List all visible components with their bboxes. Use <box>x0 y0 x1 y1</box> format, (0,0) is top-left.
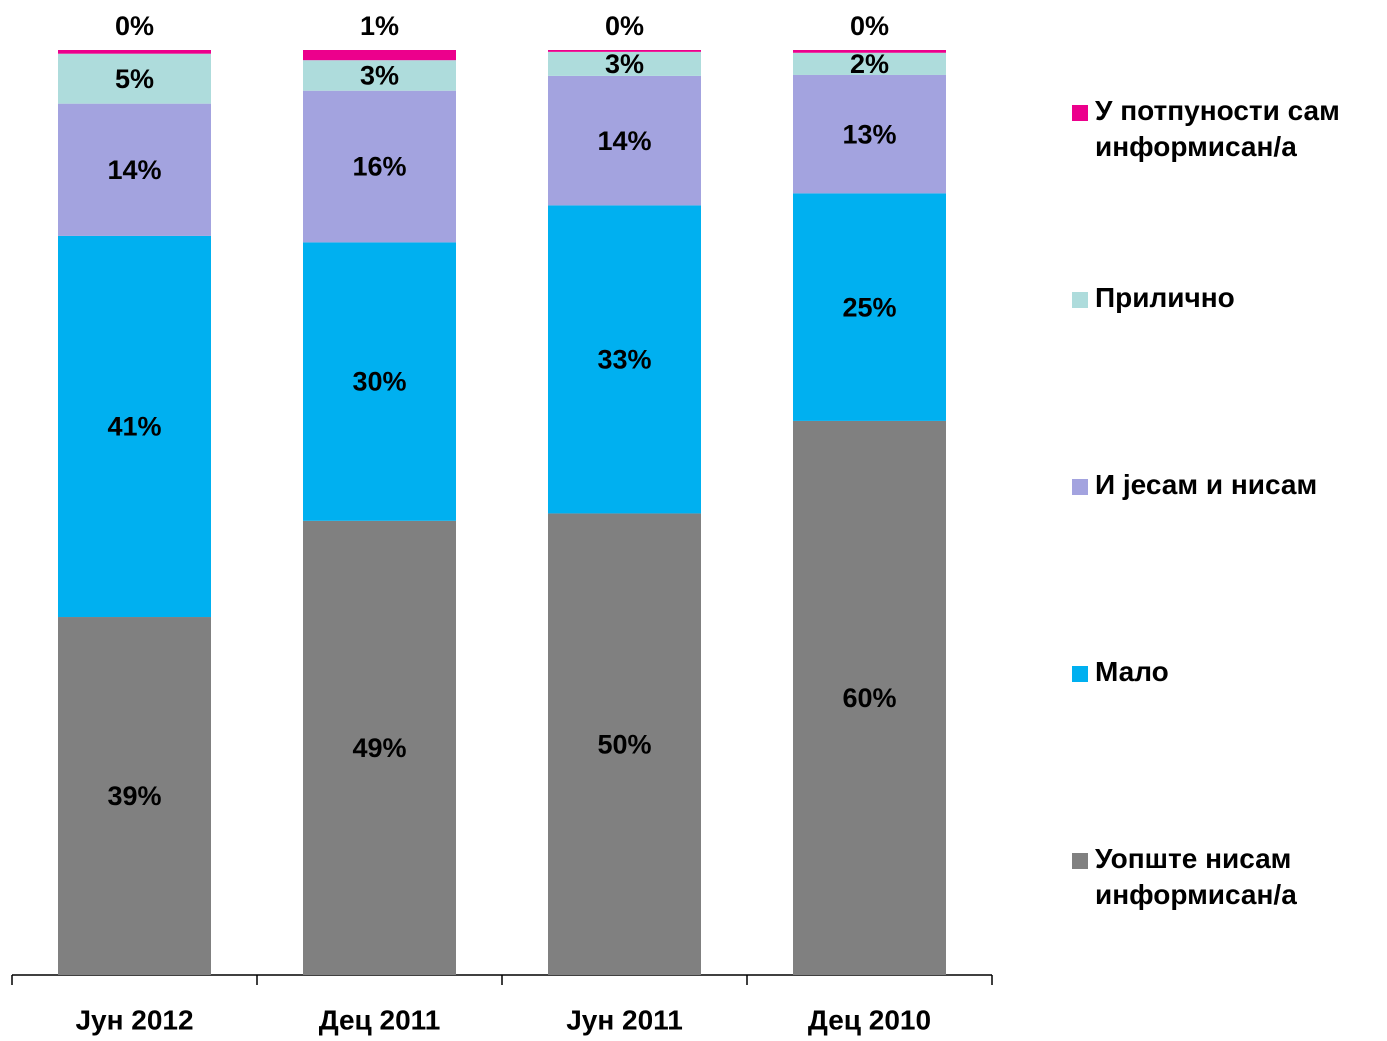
legend-swatch <box>1072 479 1088 495</box>
legend-swatch <box>1072 666 1088 682</box>
bar-segment <box>793 74 946 194</box>
legend-swatch <box>1072 292 1088 308</box>
bar-segment <box>548 513 701 975</box>
bar-segment <box>793 50 946 53</box>
data-label: 30% <box>352 367 406 397</box>
legend-label: Уопште нисам информисан/а <box>1095 843 1297 910</box>
bar-segment <box>548 205 701 514</box>
bar-segment <box>793 420 946 975</box>
x-tick-label: Дец 2010 <box>808 1004 931 1035</box>
legend-label: Прилично <box>1095 282 1235 313</box>
bar-segment <box>548 75 701 206</box>
data-label: 0% <box>115 11 154 41</box>
bar-segment <box>58 617 211 975</box>
x-tick-label: Јун 2012 <box>75 1004 193 1035</box>
legend-swatch <box>1072 105 1088 121</box>
legend-label: У потпуности сам информисан/а <box>1095 95 1340 162</box>
data-label: 41% <box>107 412 161 442</box>
data-label: 1% <box>360 11 399 41</box>
bar-segment <box>303 242 456 521</box>
bar-segment <box>793 193 946 421</box>
legend-label: И јесам и нисам <box>1095 469 1317 500</box>
data-label: 50% <box>597 729 651 759</box>
bar-segment <box>793 52 946 75</box>
data-label: 0% <box>850 11 889 41</box>
bar-segment <box>303 60 456 91</box>
bar-segment <box>548 51 701 76</box>
data-label: 5% <box>115 64 154 94</box>
bar-segment <box>303 50 456 61</box>
data-label: 33% <box>597 345 651 375</box>
data-label: 39% <box>107 781 161 811</box>
data-label: 0% <box>605 11 644 41</box>
bar-segment <box>548 50 701 52</box>
bar-segment <box>58 103 211 236</box>
legend-swatch <box>1072 853 1088 869</box>
bar-segment <box>303 520 456 975</box>
data-label: 13% <box>842 119 896 149</box>
data-label: 14% <box>107 155 161 185</box>
bar-segment <box>303 90 456 243</box>
bar-segment <box>58 53 211 104</box>
data-label: 3% <box>605 49 644 79</box>
data-label: 16% <box>352 152 406 182</box>
data-label: 25% <box>842 292 896 322</box>
x-tick-label: Јун 2011 <box>566 1004 683 1035</box>
legend-label: Мало <box>1095 656 1169 687</box>
bar-segment <box>58 235 211 618</box>
data-label: 3% <box>360 61 399 91</box>
data-label: 14% <box>597 126 651 156</box>
data-label: 2% <box>850 49 889 79</box>
data-label: 60% <box>842 683 896 713</box>
x-tick-label: Дец 2011 <box>319 1004 441 1035</box>
bar-segment <box>58 50 211 54</box>
data-label: 49% <box>352 733 406 763</box>
